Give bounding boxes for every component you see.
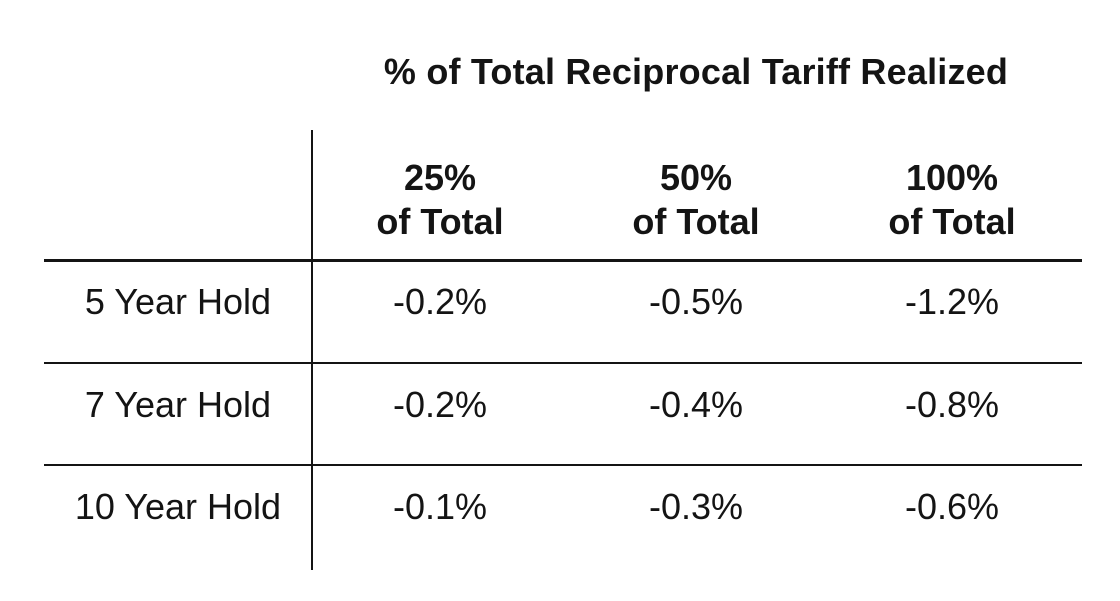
- column-header-100-sub: of Total: [888, 201, 1016, 242]
- column-header-100-pct: 100%: [905, 157, 999, 198]
- cell-10yr-50: -0.3%: [648, 486, 744, 527]
- row-label-5-year: 5 Year Hold: [84, 281, 272, 322]
- table-title: % of Total Reciprocal Tariff Realized: [383, 51, 1009, 92]
- cell-7yr-25: -0.2%: [392, 384, 488, 425]
- column-header-25-pct: 25%: [403, 157, 477, 198]
- column-header-50-pct: 50%: [659, 157, 733, 198]
- cell-5yr-100: -1.2%: [904, 281, 1000, 322]
- column-header-100: 100% of Total: [824, 156, 1080, 244]
- vertical-divider: [311, 130, 313, 570]
- cell-7yr-100: -0.8%: [904, 384, 1000, 425]
- cell-5yr-25: -0.2%: [392, 281, 488, 322]
- row-divider-1: [44, 362, 1082, 364]
- column-header-25: 25% of Total: [312, 156, 568, 244]
- row-label-7-year: 7 Year Hold: [84, 384, 272, 425]
- header-divider: [44, 259, 1082, 262]
- column-header-50: 50% of Total: [568, 156, 824, 244]
- cell-7yr-50: -0.4%: [648, 384, 744, 425]
- column-header-50-sub: of Total: [632, 201, 760, 242]
- cell-10yr-25: -0.1%: [392, 486, 488, 527]
- row-label-10-year: 10 Year Hold: [74, 486, 282, 527]
- cell-5yr-50: -0.5%: [648, 281, 744, 322]
- column-header-25-sub: of Total: [376, 201, 504, 242]
- cell-10yr-100: -0.6%: [904, 486, 1000, 527]
- row-divider-2: [44, 464, 1082, 466]
